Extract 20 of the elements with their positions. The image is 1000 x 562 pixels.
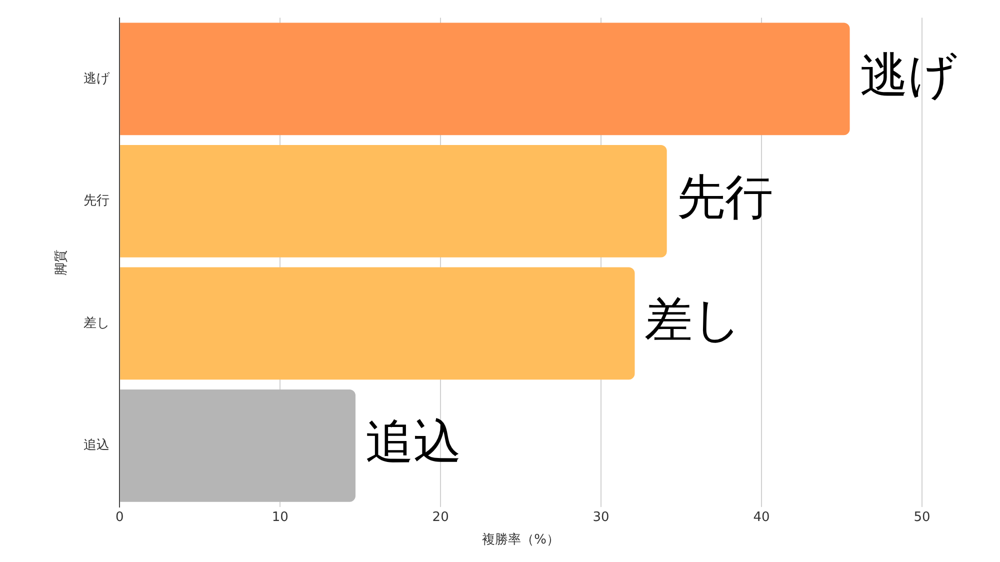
x-tick-label: 40 xyxy=(753,510,770,525)
x-axis-title: 複勝率（%） xyxy=(482,532,560,548)
x-tick-label: 30 xyxy=(592,510,610,525)
y-axis-title: 脚質 xyxy=(54,249,70,276)
x-tick-label: 20 xyxy=(432,510,449,525)
category-label: 逃げ xyxy=(860,47,957,104)
bar xyxy=(120,267,635,380)
bar xyxy=(120,389,356,502)
y-tick-label: 追込 xyxy=(84,438,110,454)
y-tick-label: 差し xyxy=(84,316,110,331)
x-tick-label: 50 xyxy=(914,510,930,525)
x-tick-label: 10 xyxy=(272,510,288,525)
x-tick-label: 0 xyxy=(115,510,124,525)
bar xyxy=(120,144,667,258)
category-label: 先行 xyxy=(676,170,773,226)
category-label: 差し xyxy=(644,292,742,348)
category-label: 追込 xyxy=(366,414,462,470)
bar xyxy=(120,22,850,136)
y-tick-label: 逃げ xyxy=(84,71,111,86)
y-tick-label: 先行 xyxy=(84,194,110,209)
